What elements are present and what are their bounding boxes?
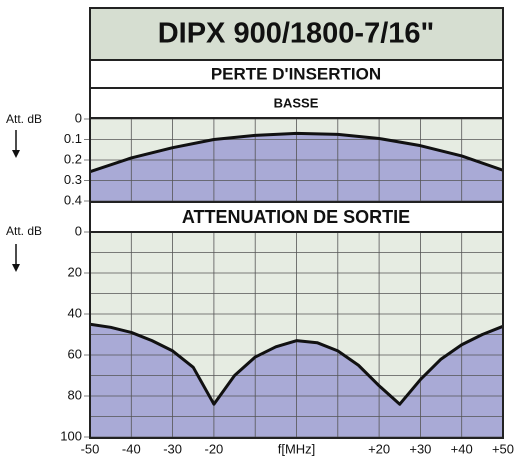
x-tick-label: -30 xyxy=(163,441,182,456)
y-axis-label: Att. dB xyxy=(6,224,42,238)
y-axis-label: Att. dB xyxy=(6,112,42,126)
y-tick-label: 60 xyxy=(68,346,82,361)
x-tick-label: +50 xyxy=(492,441,514,456)
section-box xyxy=(89,59,504,89)
arrow-head xyxy=(12,264,20,272)
chart-title: DIPX 900/1800-7/16" xyxy=(158,18,435,50)
y-tick-label: 20 xyxy=(68,264,82,279)
y-tick-label: 40 xyxy=(68,305,82,320)
y-tick-label: 0.2 xyxy=(64,151,82,166)
line xyxy=(89,322,504,406)
section-title: PERTE D'INSERTION xyxy=(211,64,381,83)
section-title: ATTENUATION DE SORTIE xyxy=(182,207,410,227)
line xyxy=(89,131,504,174)
y-tick-label: 0.1 xyxy=(64,131,82,146)
x-axis-label: f[MHz] xyxy=(278,441,316,456)
section-subtitle: BASSE xyxy=(274,95,319,110)
y-tick-label: 0.3 xyxy=(64,172,82,187)
y-tick-label: 0.4 xyxy=(64,192,82,207)
arrow-head xyxy=(12,150,20,158)
plot-frame xyxy=(89,117,504,203)
y-tick-label: 0 xyxy=(75,110,82,125)
x-tick-label: +20 xyxy=(368,441,390,456)
y-tick-label: 0 xyxy=(75,223,82,238)
plot-frame xyxy=(89,231,504,439)
title-box xyxy=(89,7,504,61)
x-tick-label: -20 xyxy=(205,441,224,456)
y-tick-label: 100 xyxy=(60,428,82,443)
x-tick-label: +40 xyxy=(451,441,473,456)
x-tick-label: -40 xyxy=(122,441,141,456)
y-tick-label: 80 xyxy=(68,387,82,402)
x-tick-label: -50 xyxy=(81,441,100,456)
x-tick-label: +30 xyxy=(409,441,431,456)
